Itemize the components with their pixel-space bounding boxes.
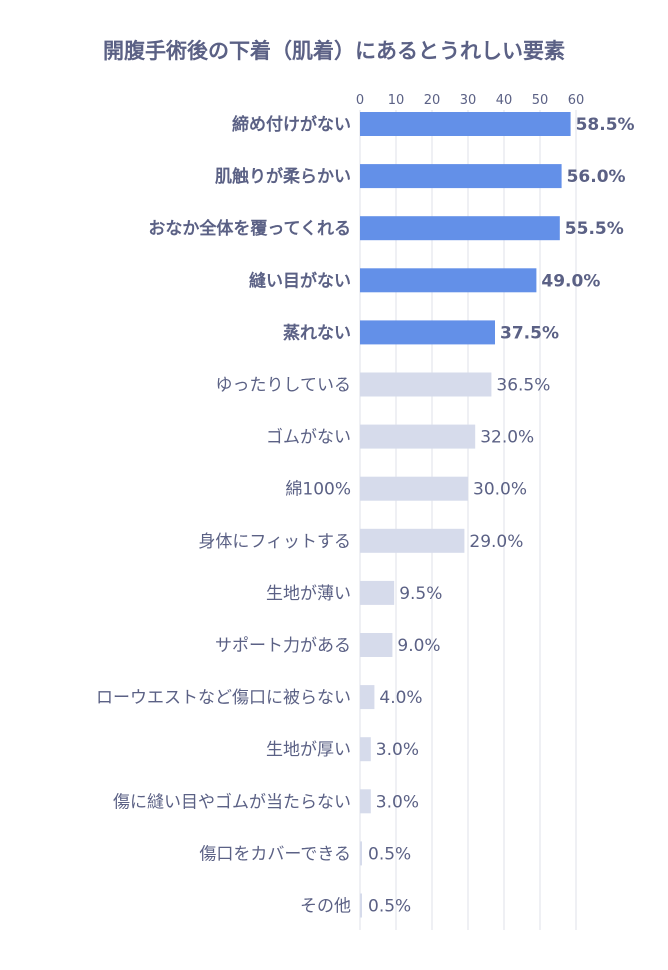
bar bbox=[360, 372, 492, 397]
category-label: 傷に縫い目やゴムが当たらない bbox=[113, 791, 351, 812]
value-label: 4.0% bbox=[379, 688, 422, 708]
bar bbox=[360, 685, 375, 710]
bar bbox=[360, 633, 393, 657]
category-label: 傷口をカバーできる bbox=[199, 844, 351, 864]
x-tick-label: 30 bbox=[460, 93, 477, 108]
x-axis-ticks: 0 10 20 30 40 50 60 bbox=[356, 93, 584, 108]
value-label: 36.5% bbox=[496, 376, 550, 396]
x-tick-label: 50 bbox=[532, 93, 549, 108]
value-label: 3.0% bbox=[376, 740, 419, 760]
value-label: 30.0% bbox=[473, 480, 527, 500]
value-label: 56.0% bbox=[567, 167, 626, 187]
x-tick-label: 10 bbox=[388, 93, 405, 108]
bar bbox=[360, 528, 465, 553]
bar bbox=[360, 841, 362, 866]
category-label: 生地が薄い bbox=[266, 584, 351, 604]
category-label: 身体にフィットする bbox=[198, 532, 351, 552]
x-tick-label: 40 bbox=[496, 93, 513, 108]
category-label: 蒸れない bbox=[283, 323, 351, 343]
bar bbox=[360, 789, 371, 814]
bar bbox=[360, 164, 562, 189]
category-label: 綿100% bbox=[285, 480, 351, 500]
bar bbox=[360, 580, 395, 605]
category-label: ゴムがない bbox=[266, 427, 351, 448]
value-label: 49.0% bbox=[541, 271, 600, 291]
category-label: 締め付けがない bbox=[232, 114, 351, 135]
value-label: 3.0% bbox=[376, 792, 419, 812]
bar bbox=[360, 893, 362, 918]
grid-layer bbox=[359, 110, 577, 930]
value-label: 55.5% bbox=[565, 219, 624, 239]
value-labels: 58.5% 56.0% 55.5% 49.0% 37.5% 36.5% 32.0% 30.0%… bbox=[368, 115, 635, 917]
category-labels: 締め付けがない肌触りが柔らかいおなか全体を覆ってくれる縫い目がない蒸れないゆった… bbox=[96, 114, 351, 917]
category-label: ローウエストなど傷口に被らない bbox=[96, 688, 351, 708]
x-tick-label: 20 bbox=[424, 93, 441, 108]
bars bbox=[360, 112, 571, 918]
value-label: 9.0% bbox=[397, 636, 440, 656]
bar bbox=[360, 112, 571, 136]
bar bbox=[360, 476, 468, 501]
value-label: 0.5% bbox=[368, 844, 411, 864]
category-label: おなか全体を覆ってくれる bbox=[148, 218, 351, 239]
value-label: 58.5% bbox=[576, 115, 635, 135]
bar bbox=[360, 216, 560, 241]
category-label: ゆったりしている bbox=[216, 376, 352, 396]
value-label: 29.0% bbox=[469, 532, 523, 552]
category-label: 生地が厚い bbox=[266, 740, 351, 760]
bar bbox=[360, 424, 476, 449]
value-label: 37.5% bbox=[500, 323, 559, 343]
bar bbox=[360, 737, 371, 762]
category-label: サポート力がある bbox=[215, 636, 351, 656]
chart-title: 開腹手術後の下着（肌着）にあるとうれしい要素 bbox=[103, 39, 565, 63]
bar bbox=[360, 320, 495, 345]
x-tick-label: 0 bbox=[356, 93, 364, 108]
value-label: 32.0% bbox=[480, 428, 534, 448]
bar bbox=[360, 268, 537, 293]
category-label: 縫い目がない bbox=[249, 270, 351, 291]
value-label: 0.5% bbox=[368, 897, 411, 917]
x-tick-label: 60 bbox=[568, 93, 585, 108]
value-label: 9.5% bbox=[399, 584, 442, 604]
category-label: 肌触りが柔らかい bbox=[215, 166, 351, 187]
category-label: その他 bbox=[300, 897, 351, 917]
